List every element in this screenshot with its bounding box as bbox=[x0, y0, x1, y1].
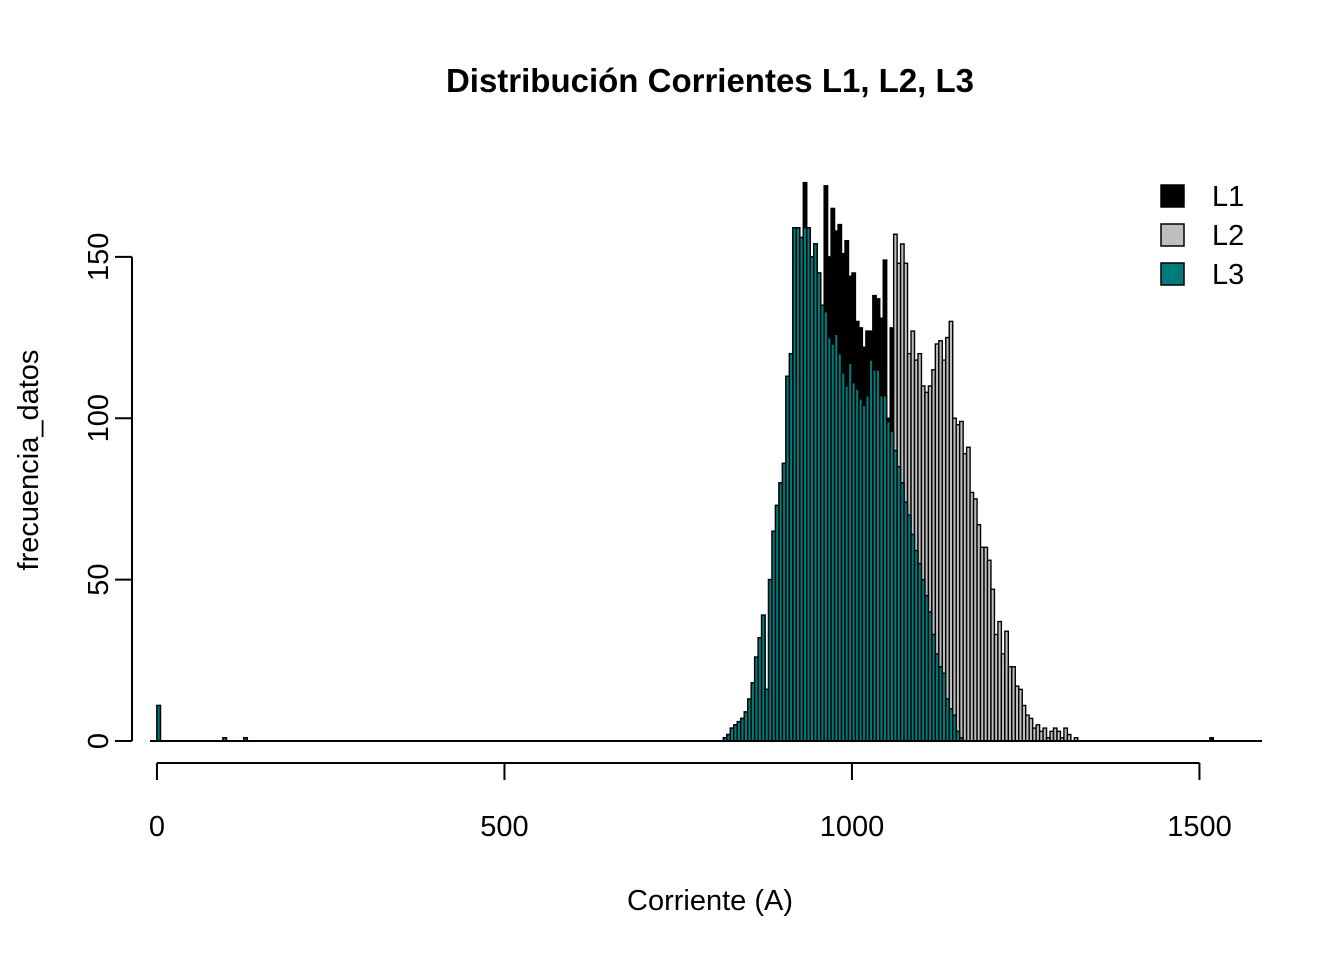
legend-swatch-l2 bbox=[1161, 224, 1184, 246]
bar-l3-0 bbox=[157, 705, 160, 741]
legend-label-l3: L3 bbox=[1212, 259, 1244, 291]
legend-label-l1: L1 bbox=[1212, 181, 1244, 213]
x-tick-label-0: 0 bbox=[149, 811, 165, 843]
legend: L1 L2 L3 bbox=[1161, 181, 1244, 291]
y-axis-label: frecuencia_datos bbox=[13, 350, 45, 571]
x-axis: 0 500 1000 1500 bbox=[149, 763, 1232, 843]
legend-swatch-l3 bbox=[1161, 263, 1184, 285]
bars-group bbox=[157, 183, 1213, 741]
x-axis-label: Corriente (A) bbox=[627, 885, 793, 917]
y-tick-label-2: 100 bbox=[83, 394, 115, 442]
y-tick-label-3: 150 bbox=[83, 233, 115, 281]
legend-swatch-l1 bbox=[1161, 185, 1184, 207]
y-tick-label-0: 0 bbox=[83, 733, 115, 749]
x-tick-label-2: 1000 bbox=[820, 811, 885, 843]
y-axis: 0 50 100 150 bbox=[83, 233, 132, 749]
chart-title: Distribución Corrientes L1, L2, L3 bbox=[446, 62, 974, 99]
x-tick-label-1: 500 bbox=[480, 811, 528, 843]
x-tick-label-3: 1500 bbox=[1167, 811, 1232, 843]
legend-label-l2: L2 bbox=[1212, 220, 1244, 252]
y-tick-label-1: 50 bbox=[83, 563, 115, 595]
